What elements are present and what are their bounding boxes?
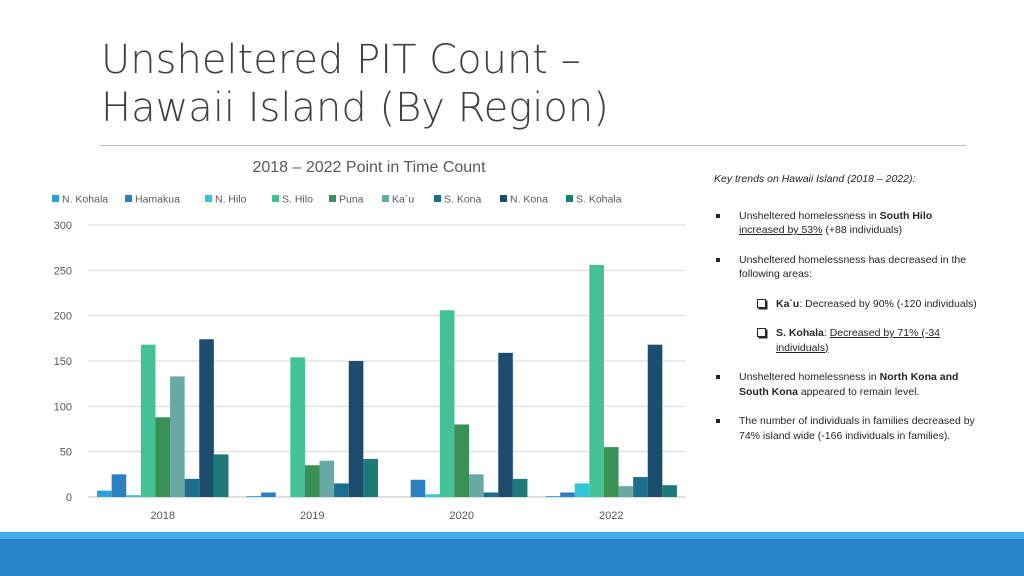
- legend-label: S. Kona: [444, 194, 482, 206]
- bar: [589, 264, 604, 497]
- legend-swatch: [125, 195, 132, 202]
- legend-swatch: [566, 195, 573, 202]
- legend-label: Ka`u: [392, 194, 414, 206]
- bar: [574, 483, 590, 497]
- trend-kau: Ka`u: Decreased by 90% (-120 individuals…: [714, 297, 986, 312]
- bar: [545, 496, 561, 497]
- trend-decreased-areas: Unsheltered homelessness has decreased i…: [714, 253, 986, 282]
- trend-underlined: Decreased by 71% (-34 individuals): [776, 327, 941, 354]
- legend-swatch: [434, 195, 441, 202]
- legend-swatch: [500, 195, 507, 202]
- trend-underlined: increased by 53%: [739, 224, 823, 236]
- y-tick-label: 150: [54, 356, 72, 368]
- trend-bold: Ka`u: [776, 297, 800, 310]
- trend-text: appeared to remain level.: [797, 385, 920, 398]
- trend-families: The number of individuals in families de…: [714, 414, 986, 443]
- key-trends-panel: Key trends on Hawaii Island (2018 – 2022…: [714, 172, 986, 458]
- bar: [454, 424, 470, 497]
- slide-title-line-1: Unsheltered PIT Count –: [101, 37, 581, 83]
- trend-bold: S. Kohala: [776, 327, 824, 339]
- bar: [213, 454, 229, 497]
- bar: [155, 417, 171, 497]
- bar: [170, 376, 185, 497]
- bar: [469, 474, 484, 497]
- legend-swatch: [272, 195, 279, 202]
- legend-label: Hamakua: [135, 194, 180, 206]
- bar: [410, 479, 426, 497]
- bar: [483, 492, 499, 497]
- slide-title-line-2: Hawaii Island (By Region): [101, 85, 609, 131]
- y-tick-label: 250: [54, 265, 72, 277]
- bar: [603, 447, 619, 497]
- trend-south-hilo: Unsheltered homelessness in South Hilo in…: [714, 209, 986, 238]
- bar: [348, 361, 364, 497]
- trend-text: (+88 individuals): [822, 224, 903, 236]
- bar: [97, 490, 112, 497]
- bar: [126, 495, 141, 497]
- bar: [512, 478, 528, 497]
- legend-swatch: [382, 195, 389, 202]
- x-tick-label: 2020: [450, 510, 474, 522]
- bar: [261, 492, 276, 497]
- trend-bold: North Kona and South Kona: [739, 371, 959, 398]
- bar: [199, 339, 214, 497]
- trend-bold: South Hilo: [879, 209, 933, 222]
- legend-label: S. Hilo: [282, 194, 313, 206]
- checkbox-bullet-icon: [757, 298, 766, 308]
- legend-label: S. Kohala: [576, 194, 622, 206]
- trend-text: Unsheltered homelessness in: [739, 371, 880, 383]
- legend-label: N. Kona: [510, 194, 548, 206]
- bar: [439, 310, 455, 497]
- bar: [304, 465, 320, 497]
- x-tick-label: 2019: [300, 510, 324, 522]
- slide-title: Unsheltered PIT Count – Hawaii Island (B…: [101, 36, 661, 132]
- bar: [184, 478, 200, 497]
- bar: [498, 352, 513, 497]
- x-tick-label: 2018: [151, 510, 175, 522]
- bar: [618, 486, 634, 497]
- bar: [363, 458, 378, 497]
- trend-south-kohala: S. Kohala: Decreased by 71% (-34 individ…: [714, 326, 986, 355]
- legend-swatch: [205, 195, 212, 202]
- bar: [140, 344, 156, 497]
- legend-label: N. Kohala: [62, 194, 108, 206]
- bar: [334, 483, 349, 497]
- footer-accent-band: [0, 532, 1024, 539]
- y-tick-label: 50: [60, 447, 72, 459]
- bar: [425, 494, 440, 497]
- y-tick-label: 0: [66, 492, 72, 504]
- key-trends-heading: Key trends on Hawaii Island (2018 – 2022…: [714, 173, 916, 185]
- trend-text: The number of individuals in families de…: [739, 415, 975, 442]
- key-trends-list: Unsheltered homelessness in South Hilo in…: [714, 209, 986, 444]
- trend-text: Unsheltered homelessness has decreased i…: [739, 253, 967, 281]
- footer-bar: [0, 539, 1024, 576]
- bar: [111, 474, 127, 497]
- trend-text: : Decreased by 90% (-120 individuals): [799, 297, 977, 310]
- y-tick-label: 100: [54, 401, 72, 413]
- bar: [246, 496, 262, 497]
- bar: [319, 460, 335, 497]
- legend-swatch: [52, 195, 59, 202]
- legend-label: N. Hilo: [215, 194, 247, 206]
- y-tick-label: 200: [54, 311, 72, 323]
- chart-title: 2018 – 2022 Point in Time Count: [252, 159, 486, 176]
- x-tick-label: 2022: [599, 510, 623, 522]
- title-divider: [100, 145, 966, 146]
- bar: [560, 492, 575, 497]
- legend-label: Puna: [339, 194, 364, 206]
- legend-swatch: [329, 195, 336, 202]
- bar: [662, 485, 677, 497]
- bar: [290, 357, 305, 497]
- y-tick-label: 300: [54, 220, 72, 232]
- trend-text: Unsheltered homelessness in: [739, 209, 880, 222]
- trend-kona: Unsheltered homelessness in North Kona a…: [714, 370, 986, 399]
- bar: [633, 477, 648, 497]
- bar-chart: 2018 – 2022 Point in Time Count 0 50 100 150…: [52, 159, 686, 522]
- bar: [647, 344, 663, 497]
- trend-text: :: [823, 327, 830, 339]
- checkbox-bullet-icon: [757, 328, 766, 337]
